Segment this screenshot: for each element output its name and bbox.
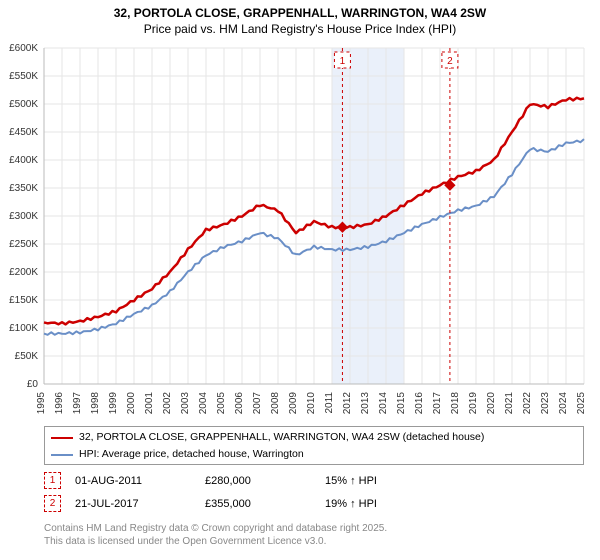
svg-text:2024: 2024 [558,392,569,415]
sales-table: 1 01-AUG-2011 £280,000 15% ↑ HPI 2 21-JU… [44,466,580,518]
svg-text:1999: 1999 [108,392,119,415]
title-block: 32, PORTOLA CLOSE, GRAPPENHALL, WARRINGT… [0,0,600,38]
sale-row: 1 01-AUG-2011 £280,000 15% ↑ HPI [44,472,580,489]
sale-delta: 19% ↑ HPI [325,498,377,510]
legend-label: 32, PORTOLA CLOSE, GRAPPENHALL, WARRINGT… [79,430,484,446]
svg-text:2009: 2009 [288,392,299,415]
svg-text:£200K: £200K [9,267,38,278]
svg-text:£300K: £300K [9,211,38,222]
sale-price: £355,000 [205,498,325,510]
svg-text:1: 1 [340,56,346,67]
legend: 32, PORTOLA CLOSE, GRAPPENHALL, WARRINGT… [44,426,584,465]
sale-row: 2 21-JUL-2017 £355,000 19% ↑ HPI [44,495,580,512]
svg-text:2017: 2017 [432,392,443,415]
svg-text:2001: 2001 [144,392,155,415]
title-address: 32, PORTOLA CLOSE, GRAPPENHALL, WARRINGT… [10,6,590,20]
svg-text:2010: 2010 [306,392,317,415]
svg-text:1998: 1998 [90,392,101,415]
svg-text:2006: 2006 [234,392,245,415]
svg-text:2: 2 [447,56,453,67]
svg-text:£450K: £450K [9,127,38,138]
svg-text:2013: 2013 [360,392,371,415]
svg-text:£0: £0 [27,379,39,390]
svg-text:2012: 2012 [342,392,353,415]
svg-text:£550K: £550K [9,71,38,82]
sale-date: 01-AUG-2011 [75,475,205,487]
svg-text:2011: 2011 [324,392,335,414]
footer: Contains HM Land Registry data © Crown c… [44,522,387,548]
chart-svg: £0£50K£100K£150K£200K£250K£300K£350K£400… [44,44,590,414]
svg-text:£600K: £600K [9,43,38,54]
svg-text:1995: 1995 [36,392,47,415]
svg-text:£500K: £500K [9,99,38,110]
sale-date: 21-JUL-2017 [75,498,205,510]
svg-text:2014: 2014 [378,392,389,415]
title-subtitle: Price paid vs. HM Land Registry's House … [10,22,590,36]
footer-line: This data is licensed under the Open Gov… [44,535,387,548]
svg-text:2015: 2015 [396,392,407,415]
svg-text:2025: 2025 [576,392,587,415]
chart-container: 32, PORTOLA CLOSE, GRAPPENHALL, WARRINGT… [0,0,600,560]
legend-swatch [51,454,73,456]
svg-text:£350K: £350K [9,183,38,194]
svg-text:2016: 2016 [414,392,425,415]
svg-text:2020: 2020 [486,392,497,415]
svg-text:£250K: £250K [9,239,38,250]
svg-text:2023: 2023 [540,392,551,415]
svg-text:£150K: £150K [9,295,38,306]
svg-text:2002: 2002 [162,392,173,415]
svg-text:2021: 2021 [504,392,515,415]
legend-swatch [51,437,73,439]
svg-text:2000: 2000 [126,392,137,415]
sale-badge: 2 [44,495,61,512]
svg-text:2004: 2004 [198,392,209,415]
svg-text:£100K: £100K [9,323,38,334]
legend-label: HPI: Average price, detached house, Warr… [79,447,304,463]
footer-line: Contains HM Land Registry data © Crown c… [44,522,387,535]
legend-item: HPI: Average price, detached house, Warr… [51,447,577,463]
sale-badge: 1 [44,472,61,489]
svg-text:2003: 2003 [180,392,191,415]
sale-delta: 15% ↑ HPI [325,475,377,487]
svg-text:2008: 2008 [270,392,281,415]
svg-text:1997: 1997 [72,392,83,415]
svg-text:£50K: £50K [15,351,39,362]
sale-price: £280,000 [205,475,325,487]
legend-item: 32, PORTOLA CLOSE, GRAPPENHALL, WARRINGT… [51,430,577,446]
svg-text:2005: 2005 [216,392,227,415]
svg-text:2007: 2007 [252,392,263,415]
svg-text:2019: 2019 [468,392,479,415]
svg-text:2018: 2018 [450,392,461,415]
svg-text:2022: 2022 [522,392,533,415]
svg-text:£400K: £400K [9,155,38,166]
plot-area: £0£50K£100K£150K£200K£250K£300K£350K£400… [44,44,590,414]
svg-text:1996: 1996 [54,392,65,415]
